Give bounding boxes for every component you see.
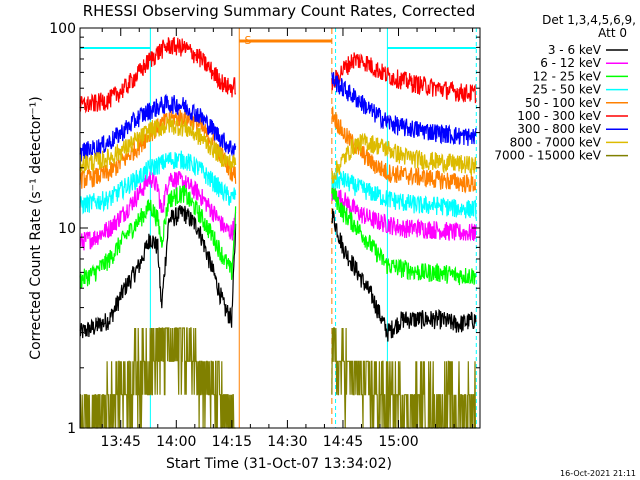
series-line-2 xyxy=(331,182,477,286)
series-line-3 xyxy=(331,170,477,219)
legend-label-5: 100 - 300 keV xyxy=(517,109,601,123)
chart-title: RHESSI Observing Summary Count Rates, Co… xyxy=(83,2,476,20)
axes-group: 13:45 14:00 14:15 14:30 14:45 15:00 1 10 100 xyxy=(49,21,480,450)
series-line-5 xyxy=(79,36,237,114)
legend-label-6: 300 - 800 keV xyxy=(517,122,601,136)
footer-date: 16-Oct-2021 21:11 xyxy=(560,469,636,478)
x-tick-label: 14:00 xyxy=(156,434,196,450)
y-tick-label: 10 xyxy=(58,221,76,237)
legend-label-4: 50 - 100 keV xyxy=(525,96,602,110)
legend-label-0: 3 - 6 keV xyxy=(548,43,602,57)
series-line-6 xyxy=(79,93,237,162)
series-line-8 xyxy=(79,327,236,429)
series-line-2 xyxy=(79,184,237,289)
series-line-7 xyxy=(79,116,237,173)
legend-header: Det 1,3,4,5,6,9, xyxy=(542,13,636,27)
series-line-5 xyxy=(331,52,477,104)
saa-marker: S xyxy=(245,34,252,47)
y-tick-label: 1 xyxy=(67,421,76,437)
y-axis-label: Corrected Count Rate (s⁻¹ detector⁻¹) xyxy=(28,96,44,359)
series-line-0 xyxy=(79,205,237,339)
series-line-1 xyxy=(331,186,477,242)
series-line-1 xyxy=(79,170,237,251)
x-tick-label: 14:30 xyxy=(267,434,307,450)
series-line-3 xyxy=(79,150,237,215)
x-tick-label: 14:15 xyxy=(212,434,252,450)
legend-header: Att 0 xyxy=(598,26,627,40)
legend-label-3: 25 - 50 keV xyxy=(533,83,602,97)
series-line-8 xyxy=(331,327,476,429)
series-line-0 xyxy=(331,208,477,342)
series-group xyxy=(79,36,477,429)
series-line-7 xyxy=(331,132,477,184)
legend-label-2: 12 - 25 keV xyxy=(533,69,602,83)
series-line-4 xyxy=(79,108,237,189)
x-tick-label: 15:00 xyxy=(378,434,418,450)
series-line-6 xyxy=(331,72,477,146)
legend-label-1: 6 - 12 keV xyxy=(540,56,602,70)
legend-label-7: 800 - 7000 keV xyxy=(510,135,602,149)
x-tick-label: 14:45 xyxy=(323,434,363,450)
y-tick-label: 100 xyxy=(49,21,76,37)
x-tick-label: 13:45 xyxy=(101,434,141,450)
x-axis-label: Start Time (31-Oct-07 13:34:02) xyxy=(166,456,392,472)
legend-label-8: 7000 - 15000 keV xyxy=(494,149,601,163)
